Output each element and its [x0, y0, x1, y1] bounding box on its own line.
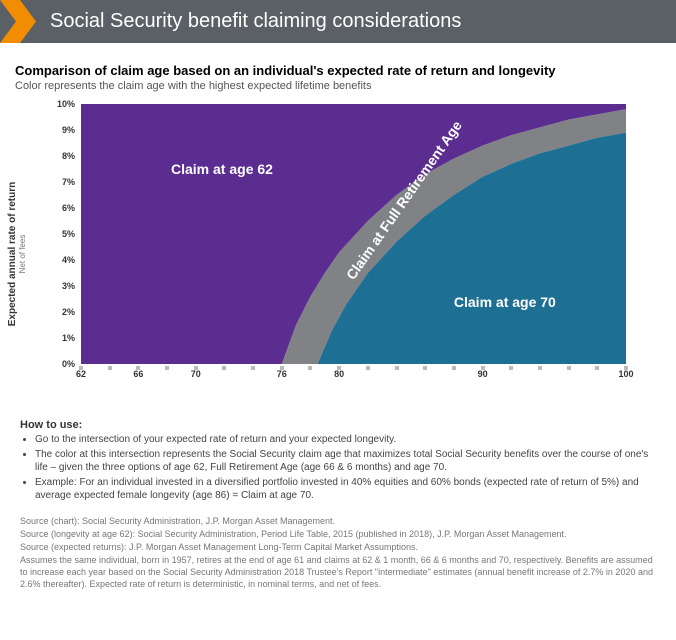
- y-axis-sub: Net of fees: [18, 182, 27, 326]
- x-tick-mark: [595, 366, 599, 370]
- label-70: Claim at age 70: [454, 294, 556, 310]
- subtitle: Color represents the claim age with the …: [15, 80, 661, 92]
- x-tick-mark: [366, 366, 370, 370]
- y-tick: 1%: [62, 333, 75, 343]
- x-tick-mark: [251, 366, 255, 370]
- x-tick: 62: [76, 369, 86, 379]
- x-tick-mark: [423, 366, 427, 370]
- source-line: Assumes the same individual, born in 195…: [20, 554, 661, 590]
- y-tick: 2%: [62, 307, 75, 317]
- source-line: Source (longevity at age 62): Social Sec…: [20, 528, 661, 540]
- y-tick: 4%: [62, 255, 75, 265]
- y-tick: 8%: [62, 151, 75, 161]
- main-title: Comparison of claim age based on an indi…: [15, 63, 661, 78]
- x-tick: 76: [277, 369, 287, 379]
- y-tick: 6%: [62, 203, 75, 213]
- x-tick-mark: [509, 366, 513, 370]
- x-tick-mark: [108, 366, 112, 370]
- x-tick-mark: [567, 366, 571, 370]
- y-ticks: 0%1%2%3%4%5%6%7%8%9%10%: [47, 104, 79, 364]
- x-tick: 66: [133, 369, 143, 379]
- header-title: Social Security benefit claiming conside…: [50, 10, 656, 33]
- x-tick-mark: [538, 366, 542, 370]
- source-line: Source (chart): Social Security Administ…: [20, 515, 661, 527]
- content-area: Comparison of claim age based on an indi…: [0, 43, 676, 601]
- x-tick-mark: [165, 366, 169, 370]
- chevron-icon: [0, 0, 40, 43]
- page-header: Social Security benefit claiming conside…: [0, 0, 676, 43]
- howto-item: The color at this intersection represent…: [35, 448, 661, 475]
- howto-title: How to use:: [20, 419, 661, 431]
- y-tick: 5%: [62, 229, 75, 239]
- howto-list: Go to the intersection of your expected …: [15, 433, 661, 503]
- y-tick: 9%: [62, 125, 75, 135]
- x-tick: 70: [191, 369, 201, 379]
- y-axis-main: Expected annual rate of return: [7, 182, 18, 326]
- x-tick-mark: [452, 366, 456, 370]
- x-tick: 90: [478, 369, 488, 379]
- plot-area: Claim at age 62Claim at Full Retirement …: [81, 104, 626, 364]
- howto-item: Example: For an individual invested in a…: [35, 476, 661, 503]
- y-tick: 7%: [62, 177, 75, 187]
- y-tick: 3%: [62, 281, 75, 291]
- x-tick-mark: [222, 366, 226, 370]
- y-tick: 0%: [62, 359, 75, 369]
- howto-item: Go to the intersection of your expected …: [35, 433, 661, 447]
- label-62: Claim at age 62: [171, 161, 273, 177]
- x-ticks: 626670768090100: [81, 369, 626, 389]
- chart: Expected annual rate of return Net of fe…: [25, 104, 645, 404]
- x-tick-mark: [308, 366, 312, 370]
- y-axis-label: Expected annual rate of return Net of fe…: [7, 182, 27, 326]
- x-tick: 80: [334, 369, 344, 379]
- x-tick-mark: [395, 366, 399, 370]
- plot-svg: Claim at age 62Claim at Full Retirement …: [81, 104, 626, 364]
- y-tick: 10%: [57, 99, 75, 109]
- sources: Source (chart): Social Security Administ…: [20, 515, 661, 591]
- source-line: Source (expected returns): J.P. Morgan A…: [20, 541, 661, 553]
- x-tick: 100: [618, 369, 633, 379]
